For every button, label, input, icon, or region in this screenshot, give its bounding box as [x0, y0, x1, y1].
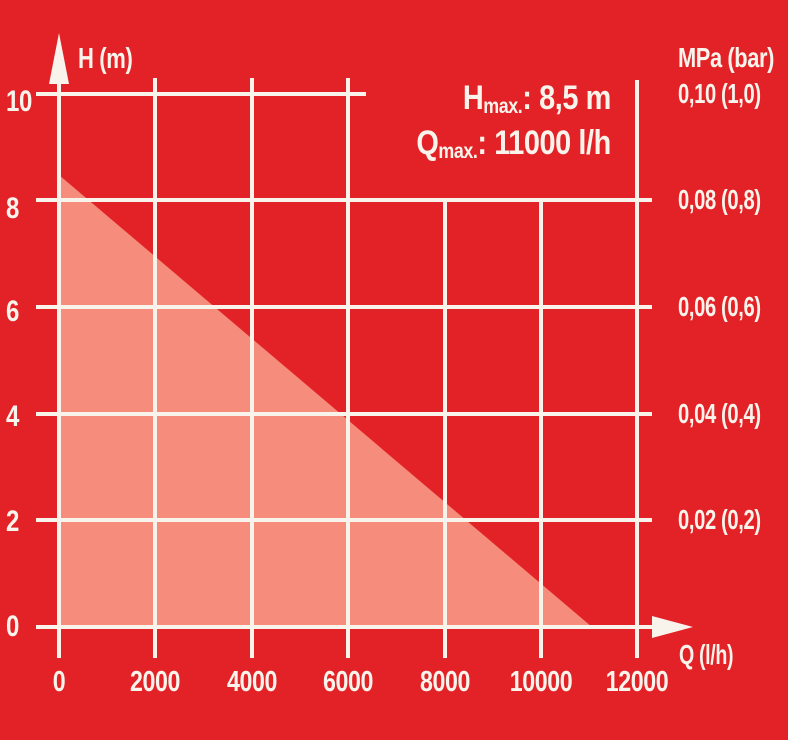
y-axis-right-title: MPa (bar) [678, 42, 775, 73]
performance-area [59, 175, 592, 627]
h-max-value: : 8,5 m [522, 79, 611, 117]
x-axis-arrow-icon [652, 616, 693, 638]
right-tick-label-0-04: 0,04 (0,4) [678, 398, 761, 429]
x-tick-label-12000: 12000 [605, 666, 669, 698]
x-tick-label-4000: 4000 [226, 666, 277, 698]
h-max-subscript: max. [483, 95, 523, 118]
annotation-q-max: Qmax.: 11000 l/h [416, 123, 611, 168]
y-tick-label-6: 6 [6, 295, 19, 328]
right-tick-label-0-06: 0,06 (0,6) [678, 291, 761, 322]
vertical-grid-lines [57, 55, 639, 658]
x-tick-label-6000: 6000 [322, 666, 373, 698]
horizontal-grid-lines [36, 92, 655, 629]
annotation-h-max: Hmax.: 8,5 m [416, 78, 611, 123]
right-tick-label-0-10: 0,10 (1,0) [678, 78, 761, 109]
x-tick-label-0: 0 [52, 666, 66, 698]
x-axis-title: Q (l/h) [679, 639, 734, 670]
y-tick-label-4: 4 [6, 400, 19, 433]
y-tick-label-0: 0 [6, 610, 19, 643]
x-tick-label-8000: 8000 [419, 666, 470, 698]
x-tick-label-10000: 10000 [509, 666, 573, 698]
y-axis-arrow-icon [49, 33, 69, 84]
y-tick-label-10: 10 [6, 85, 32, 118]
right-tick-label-0-08: 0,08 (0,8) [678, 184, 761, 215]
max-values-annotation: Hmax.: 8,5 m Qmax.: 11000 l/h [416, 78, 611, 168]
y-axis-left-title: H (m) [78, 43, 133, 75]
y-tick-label-2: 2 [6, 505, 19, 538]
q-max-value: : 11000 l/h [477, 124, 612, 162]
y-tick-label-8: 8 [6, 192, 19, 225]
x-tick-label-2000: 2000 [129, 666, 180, 698]
q-max-subscript: max. [438, 140, 478, 163]
q-max-symbol: Q [416, 124, 439, 162]
h-max-symbol: H [462, 79, 484, 117]
right-tick-label-0-02: 0,02 (0,2) [678, 504, 761, 535]
